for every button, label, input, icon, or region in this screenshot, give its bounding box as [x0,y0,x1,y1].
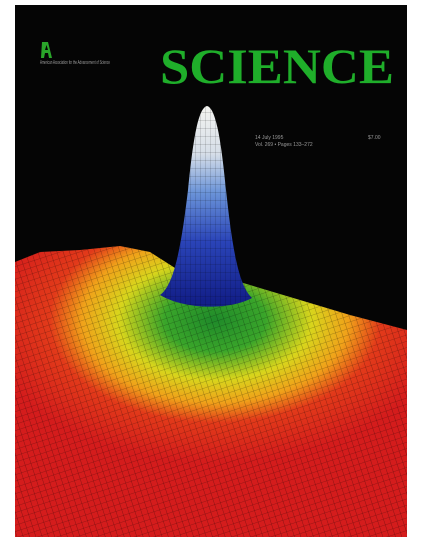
magazine-title: SCIENCE [160,38,394,94]
price: $7.00 [368,135,381,141]
publisher: American Association for the Advancement… [40,60,110,66]
magazine-cover: American Association for the Advancement… [0,0,421,543]
issue-date: 14 July 1995 [255,135,284,141]
volume-pages: Vol. 269 • Pages 133–272 [255,142,313,148]
